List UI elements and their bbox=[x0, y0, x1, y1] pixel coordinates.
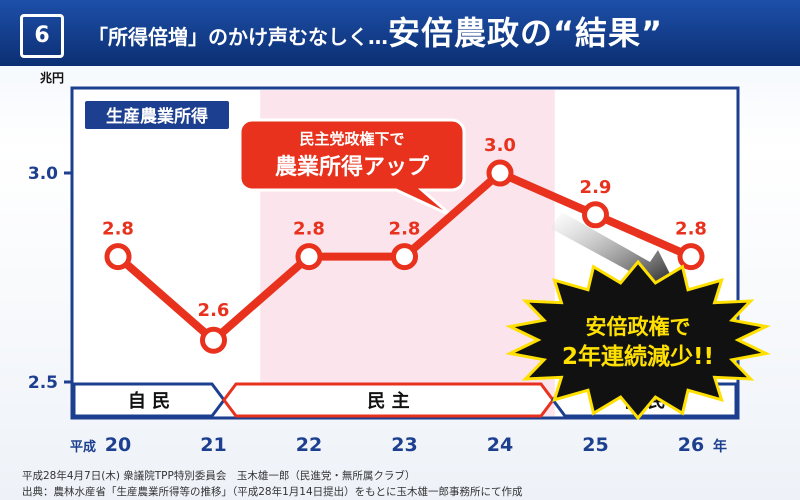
data-point bbox=[295, 243, 323, 271]
data-value-label: 2.8 bbox=[389, 219, 421, 240]
footnote-source-data: 出典：農林水産省「生産農業所得等の推移」（平成28年1月14日提出）をもとに玉木… bbox=[22, 486, 523, 498]
period-label: 自 民 bbox=[128, 390, 170, 412]
dpj-callout: 民主党政権下で 農業所得アップ bbox=[238, 118, 466, 218]
x-tick-label: 26 bbox=[678, 434, 704, 456]
x-label-prefix: 平成 bbox=[70, 439, 96, 455]
data-point bbox=[582, 201, 609, 229]
data-value-label: 2.8 bbox=[293, 219, 325, 240]
y-tick-label: 3.0 bbox=[28, 164, 58, 184]
footnote-source-meeting: 平成28年4月7日(木) 衆議院TPP特別委員会 玉木雄一郎（民進党・無所属クラ… bbox=[22, 470, 416, 482]
data-point bbox=[104, 243, 132, 271]
data-point bbox=[391, 243, 418, 271]
dpj-callout-line1: 民主党政権下で bbox=[299, 130, 404, 148]
slide-number: 6 bbox=[20, 14, 64, 58]
chart-title-box bbox=[83, 99, 231, 131]
plot-frame bbox=[70, 86, 740, 420]
header-bar: 6 「所得倍増」のかけ声むなしく…安倍農政の“結果” bbox=[0, 0, 800, 66]
x-tick-label: 24 bbox=[487, 434, 513, 456]
period-label: 民 主 bbox=[367, 390, 409, 412]
data-point bbox=[677, 243, 705, 271]
title-part1: 「所得倍増」のかけ声むなしく… bbox=[88, 25, 388, 49]
data-value-label: 2.8 bbox=[102, 219, 134, 240]
data-value-label: 2.8 bbox=[675, 219, 707, 240]
chart-title: 生産農業所得 bbox=[106, 106, 208, 127]
dpj-callout-bubble bbox=[238, 118, 466, 218]
data-point bbox=[200, 326, 227, 354]
period-band bbox=[72, 382, 226, 418]
x-axis-unit: 年 bbox=[713, 438, 727, 455]
abe-burst: 安倍政権で 2年連続減少!! bbox=[505, 259, 771, 421]
data-value-label: 2.9 bbox=[580, 177, 612, 198]
abe-burst-shape bbox=[505, 259, 771, 421]
x-tick-label: 25 bbox=[582, 434, 608, 456]
title-part2: 安倍農政の“結果” bbox=[388, 14, 664, 52]
y-axis-unit: 兆円 bbox=[40, 70, 64, 85]
period-band bbox=[222, 382, 555, 418]
data-value-label: 3.0 bbox=[484, 135, 516, 156]
data-value-label: 2.6 bbox=[198, 300, 230, 321]
abe-burst-line1: 安倍政権で bbox=[586, 315, 691, 339]
data-point bbox=[486, 159, 514, 187]
x-tick-label: 21 bbox=[200, 434, 226, 456]
slide-title: 「所得倍増」のかけ声むなしく…安倍農政の“結果” bbox=[88, 8, 788, 58]
y-tick-label: 2.5 bbox=[28, 373, 58, 393]
x-tick-label: 23 bbox=[391, 434, 417, 456]
abe-burst-line2: 2年連続減少!! bbox=[562, 343, 714, 370]
x-tick-label: 20 bbox=[105, 434, 131, 456]
dpj-callout-line2: 農業所得アップ bbox=[275, 154, 430, 180]
x-tick-label: 22 bbox=[296, 434, 322, 456]
